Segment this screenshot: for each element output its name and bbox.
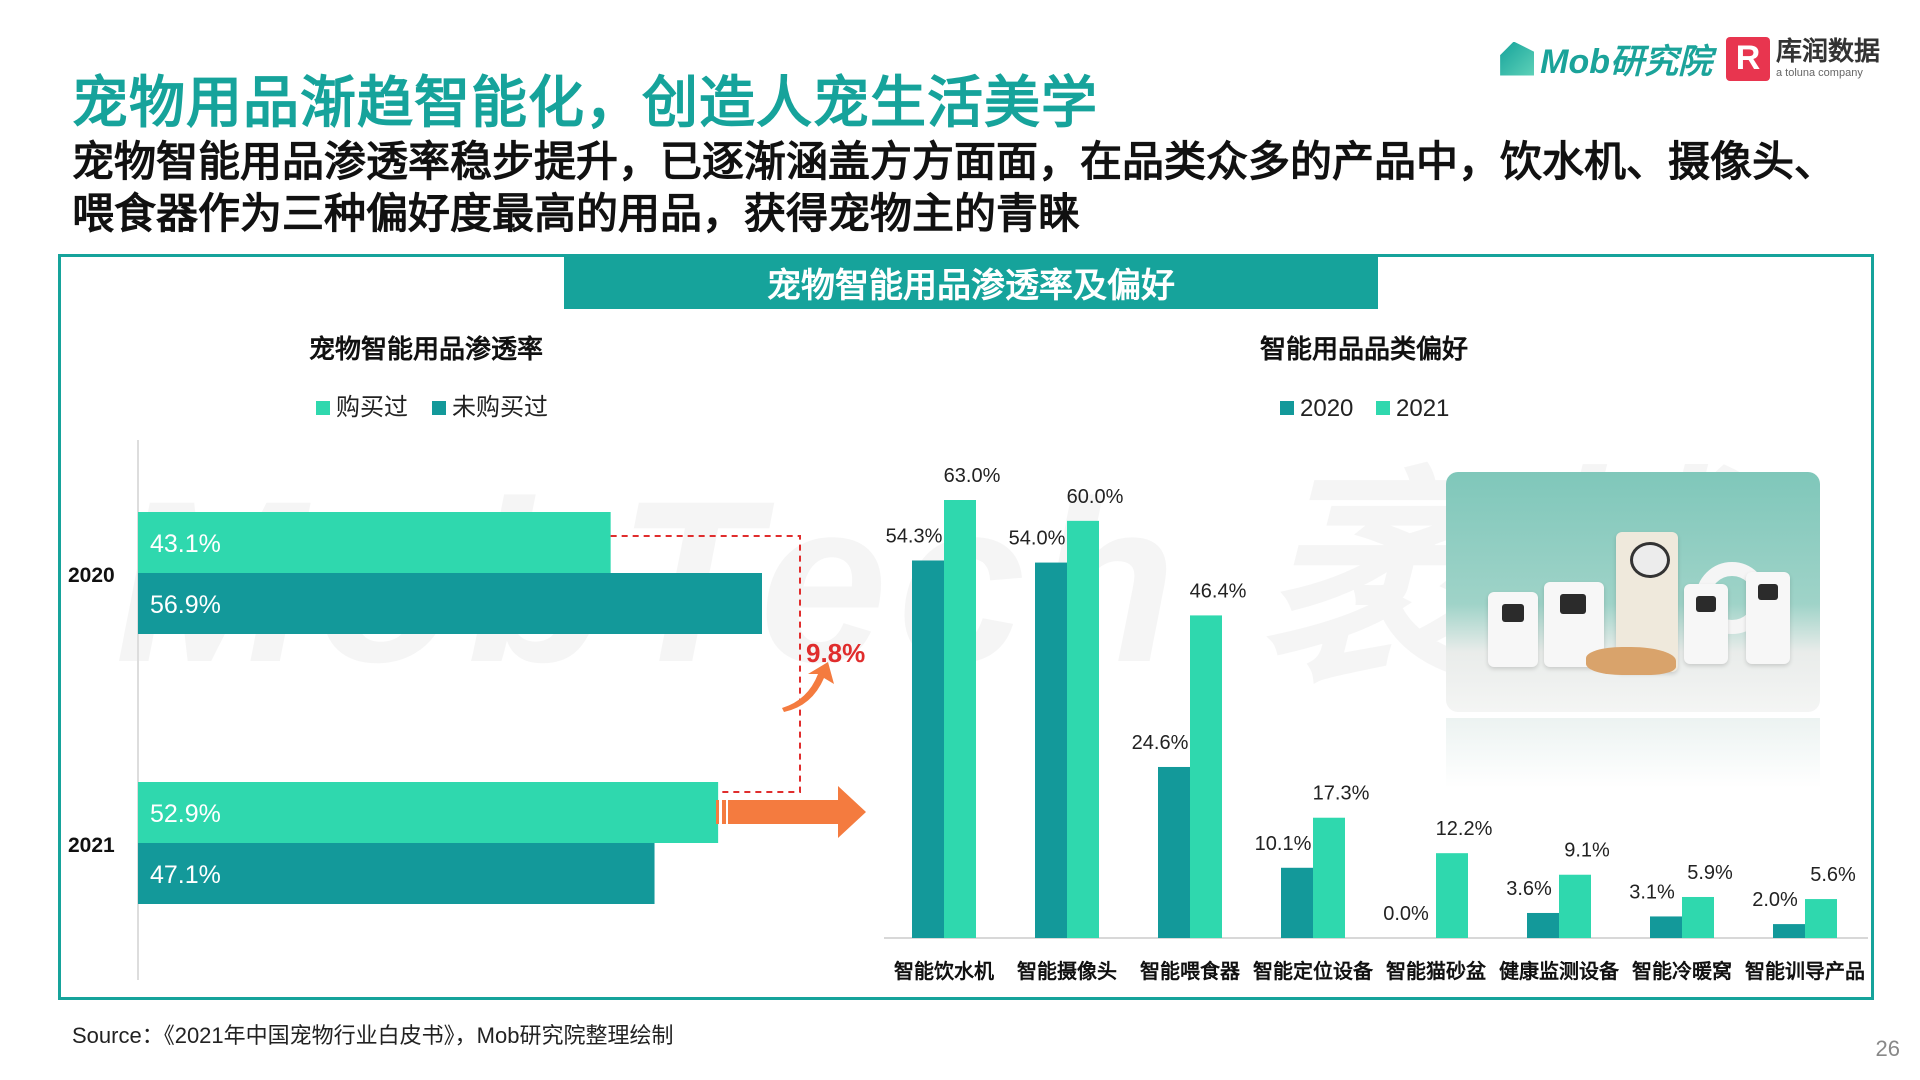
- legend-swatch-2021: [1376, 401, 1390, 415]
- category-label-2020: 2020: [68, 564, 115, 587]
- page-title: 宠物用品渐趋智能化，创造人宠生活美学: [72, 71, 1098, 134]
- category-label-智能喂食器: 智能喂食器: [1140, 959, 1241, 983]
- bar-智能喂食器-2020: [1158, 766, 1190, 938]
- data-label-智能定位设备-2020: 10.1%: [1255, 833, 1312, 855]
- bar-智能冷暖窝-2021: [1682, 896, 1714, 938]
- chart-banner: 宠物智能用品渗透率及偏好: [564, 255, 1378, 309]
- bar-智能冷暖窝-2020: [1650, 916, 1682, 938]
- source-note: Source：《2021年中国宠物行业白皮书》，Mob研究院整理绘制: [72, 1023, 674, 1048]
- bar-2021-purchased: [138, 782, 719, 843]
- bar-2020-not-purchased: [138, 573, 762, 634]
- bar-label-2021-not-purchased: 47.1%: [150, 861, 221, 889]
- category-label-2021: 2021: [68, 834, 115, 857]
- arrow-tail-stripe: [716, 800, 719, 824]
- legend-label-not-purchased: 未购买过: [452, 394, 548, 421]
- bar-智能饮水机-2021: [944, 500, 976, 938]
- bar-2021-not-purchased: [138, 843, 655, 904]
- legend-label-2020: 2020: [1300, 395, 1353, 422]
- data-label-智能训导产品-2021: 5.6%: [1810, 864, 1856, 886]
- data-label-智能猫砂盆-2020: 0.0%: [1383, 903, 1429, 925]
- bar-label-2020-not-purchased: 56.9%: [150, 591, 221, 619]
- product-photo: [1446, 472, 1820, 712]
- legend-label-purchased: 购买过: [336, 394, 408, 421]
- page-subtitle: 宠物智能用品渗透率稳步提升，已逐渐涵盖方方面面，在品类众多的产品中，饮水机、摄像…: [72, 138, 1837, 237]
- bar-智能训导产品-2021: [1805, 899, 1837, 938]
- cat-shape: [1586, 647, 1676, 675]
- data-label-健康监测设备-2020: 3.6%: [1506, 878, 1552, 900]
- category-label-智能猫砂盆: 智能猫砂盆: [1386, 959, 1487, 983]
- category-label-健康监测设备: 健康监测设备: [1499, 959, 1620, 983]
- bar-健康监测设备-2020: [1527, 912, 1559, 938]
- growth-annotation: 9.8%: [806, 638, 865, 668]
- legend-swatch-2020: [1280, 401, 1294, 415]
- category-label-智能定位设备: 智能定位设备: [1253, 959, 1374, 983]
- mob-logo: Mob研究院: [1500, 34, 1712, 83]
- right-chart-title: 智能用品品类偏好: [1260, 334, 1468, 364]
- left-chart-title: 宠物智能用品渗透率: [309, 334, 543, 364]
- data-label-智能喂食器-2020: 24.6%: [1132, 732, 1189, 754]
- bar-智能喂食器-2021: [1190, 615, 1222, 938]
- dashed-connector: [610, 535, 801, 793]
- right-arrow-icon: [728, 786, 866, 838]
- data-label-智能摄像头-2020: 54.0%: [1009, 528, 1066, 550]
- mob-logo-text: Mob研究院: [1540, 43, 1712, 81]
- data-label-智能定位设备-2021: 17.3%: [1313, 783, 1370, 805]
- data-label-智能饮水机-2020: 54.3%: [886, 525, 943, 547]
- bar-2020-purchased: [138, 512, 611, 573]
- bar-label-2021-purchased: 52.9%: [150, 800, 221, 828]
- category-label-智能训导产品: 智能训导产品: [1745, 959, 1865, 983]
- data-label-智能冷暖窝-2021: 5.9%: [1687, 862, 1733, 884]
- arrow-tail-stripe: [722, 800, 726, 824]
- data-label-智能训导产品-2020: 2.0%: [1752, 889, 1798, 911]
- data-label-智能饮水机-2021: 63.0%: [944, 465, 1001, 487]
- data-label-智能摄像头-2021: 60.0%: [1067, 486, 1124, 508]
- bar-智能定位设备-2021: [1313, 817, 1345, 938]
- data-label-智能猫砂盆-2021: 12.2%: [1436, 818, 1493, 840]
- bar-智能饮水机-2020: [912, 560, 944, 938]
- category-label-智能冷暖窝: 智能冷暖窝: [1632, 959, 1732, 983]
- bar-智能训导产品-2020: [1773, 924, 1805, 938]
- kr-logo-name: 库润数据: [1775, 36, 1880, 66]
- bar-智能摄像头-2021: [1067, 520, 1099, 938]
- logo-area: Mob研究院 R 库润数据 a toluna company: [1500, 34, 1880, 83]
- category-label-智能饮水机: 智能饮水机: [894, 959, 994, 983]
- data-label-智能冷暖窝-2020: 3.1%: [1629, 881, 1675, 903]
- page-number: 26: [1875, 1036, 1900, 1061]
- legend-swatch-purchased: [316, 401, 330, 415]
- bar-label-2020-purchased: 43.1%: [150, 530, 221, 558]
- bar-健康监测设备-2021: [1559, 874, 1591, 938]
- category-label-智能摄像头: 智能摄像头: [1017, 959, 1117, 983]
- curved-arrow-icon: [782, 662, 834, 712]
- bar-智能猫砂盆-2021: [1436, 853, 1468, 938]
- data-label-健康监测设备-2021: 9.1%: [1564, 840, 1610, 862]
- kr-logo-icon: R: [1725, 36, 1770, 81]
- kr-logo-subtitle: a toluna company: [1775, 67, 1863, 79]
- photo-reflection: [1446, 718, 1820, 788]
- bar-智能定位设备-2020: [1281, 867, 1313, 938]
- bar-智能摄像头-2020: [1035, 562, 1067, 938]
- legend-swatch-not-purchased: [432, 401, 446, 415]
- legend-label-2021: 2021: [1396, 395, 1449, 422]
- data-label-智能喂食器-2021: 46.4%: [1190, 580, 1247, 602]
- kr-logo: R 库润数据 a toluna company: [1725, 36, 1880, 81]
